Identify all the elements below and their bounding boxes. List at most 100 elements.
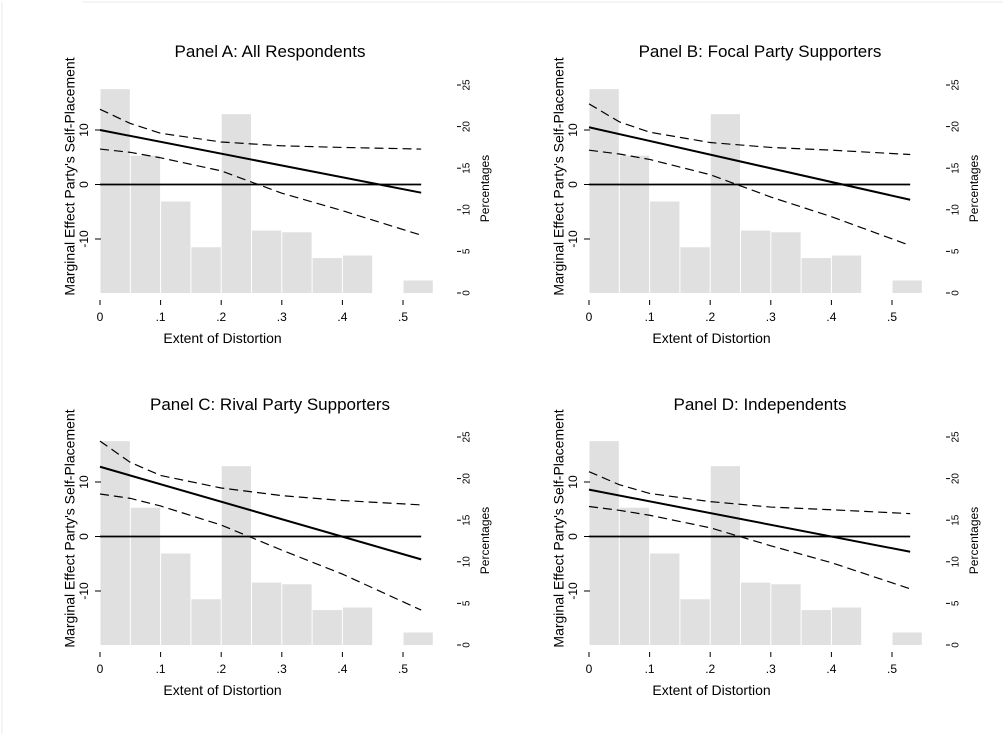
x-tick-label: .2 xyxy=(705,662,715,676)
histogram-bar xyxy=(892,280,922,293)
y2-tick-label: 25 xyxy=(951,79,962,91)
histogram-bar xyxy=(680,599,710,645)
histogram-bar xyxy=(619,155,650,293)
panel-2: 10 0 -10 0 5 10 15 20 25 0 .1 .2 .3 .4 .5 Panel C: Riva… xyxy=(62,395,492,698)
x-axis-title: Extent of Distortion xyxy=(163,330,281,346)
histogram-bar xyxy=(831,255,862,293)
x-tick-label: .2 xyxy=(705,310,715,324)
histogram-bar xyxy=(191,599,221,645)
histogram-bars xyxy=(589,89,922,293)
histogram-bar xyxy=(342,607,373,645)
histogram-bar xyxy=(589,89,619,293)
panel-title: Panel B: Focal Party Supporters xyxy=(639,42,882,61)
y2-tick-label: 25 xyxy=(951,431,962,443)
histogram-bar xyxy=(403,632,433,645)
y2-axis-title: Percentages xyxy=(478,155,492,222)
y-axis-title: Marginal Effect Party's Self-Placement xyxy=(62,57,78,295)
x-tick-label: .1 xyxy=(645,310,655,324)
y2-tick-label: 10 xyxy=(951,556,962,568)
confidence-bound-line xyxy=(99,108,422,150)
histogram-bar xyxy=(771,232,801,293)
y2-tick-label: 20 xyxy=(462,473,473,485)
histogram-bar xyxy=(100,441,130,645)
confidence-bound-line xyxy=(588,149,911,247)
y2-tick-label: 10 xyxy=(462,556,473,568)
x-tick-label: .2 xyxy=(216,662,226,676)
confidence-bound-line xyxy=(588,471,911,515)
panel-title: Panel C: Rival Party Supporters xyxy=(150,395,390,414)
y2-axis-title: Percentages xyxy=(967,507,981,574)
x-tick-label: .1 xyxy=(156,310,166,324)
y2-tick-label: 15 xyxy=(951,514,962,526)
histogram-bar xyxy=(710,466,740,645)
y-axis-title: Marginal Effect Party's Self-Placement xyxy=(551,409,567,647)
y2-axis-title: Percentages xyxy=(967,155,981,222)
x-axis-title: Extent of Distortion xyxy=(652,330,770,346)
histogram-bar xyxy=(312,610,342,645)
y-axis-title: Marginal Effect Party's Self-Placement xyxy=(62,409,78,647)
y-tick-label: 10 xyxy=(77,475,91,489)
confidence-bound-line xyxy=(588,103,911,156)
histogram-bar xyxy=(619,507,650,645)
histogram-bar xyxy=(191,247,221,293)
histogram-bar xyxy=(100,89,130,293)
x-tick-label: .3 xyxy=(766,662,776,676)
confidence-bound-line xyxy=(99,148,422,236)
confidence-bound-line xyxy=(99,440,422,506)
marginal-effect-line xyxy=(99,465,422,561)
histogram-bar xyxy=(161,201,191,293)
marginal-effect-line xyxy=(588,488,911,553)
y-tick-label: 10 xyxy=(566,123,580,137)
x-tick-label: .1 xyxy=(645,662,655,676)
panel-title: Panel D: Independents xyxy=(674,395,847,414)
x-tick-label: .3 xyxy=(277,662,287,676)
histogram-bar xyxy=(252,582,282,645)
panels-group: 10 0 -10 0 5 10 15 20 25 0 .1 .2 .3 .4 .5 Panel A: All … xyxy=(62,42,981,698)
y2-axis-title: Percentages xyxy=(478,507,492,574)
histogram-bar xyxy=(741,230,771,293)
x-tick-label: .4 xyxy=(826,662,836,676)
histogram-bar xyxy=(221,114,251,293)
x-tick-label: .3 xyxy=(277,310,287,324)
histogram-bar xyxy=(403,280,433,293)
y2-tick-label: 15 xyxy=(462,162,473,174)
y2-tick-label: 0 xyxy=(462,290,473,296)
x-axis-title: Extent of Distortion xyxy=(163,682,281,698)
y2-tick-label: 5 xyxy=(462,248,473,254)
x-tick-label: .5 xyxy=(398,310,408,324)
y2-tick-label: 20 xyxy=(462,121,473,133)
y2-tick-label: 0 xyxy=(951,642,962,648)
y2-tick-label: 10 xyxy=(462,204,473,216)
y-tick-label: 0 xyxy=(566,533,580,540)
y-tick-label: 10 xyxy=(566,475,580,489)
histogram-bar xyxy=(892,632,922,645)
y-tick-label: 0 xyxy=(77,181,91,188)
histogram-bar xyxy=(589,441,619,645)
y-tick-label: 10 xyxy=(77,123,91,137)
histogram-bars xyxy=(589,441,922,645)
y2-tick-label: 5 xyxy=(951,600,962,606)
histogram-bar xyxy=(710,114,740,293)
histogram-bar xyxy=(801,258,831,293)
histogram-bar xyxy=(342,255,373,293)
x-axis-title: Extent of Distortion xyxy=(652,682,770,698)
y2-tick-label: 20 xyxy=(951,121,962,133)
x-tick-label: 0 xyxy=(586,310,593,324)
y-tick-label: -10 xyxy=(77,582,91,600)
histogram-bar xyxy=(801,610,831,645)
confidence-bound-line xyxy=(99,493,422,611)
marginal-effect-line xyxy=(99,129,422,194)
x-tick-label: .2 xyxy=(216,310,226,324)
histogram-bar xyxy=(161,553,191,645)
x-tick-label: .4 xyxy=(337,662,347,676)
y2-tick-label: 25 xyxy=(462,431,473,443)
x-tick-label: .5 xyxy=(398,662,408,676)
histogram-bar xyxy=(831,607,862,645)
histogram-bar xyxy=(130,155,161,293)
y2-tick-label: 25 xyxy=(462,79,473,91)
y2-tick-label: 15 xyxy=(462,514,473,526)
histogram-bar xyxy=(130,507,161,645)
x-tick-label: .5 xyxy=(887,310,897,324)
histogram-bar xyxy=(650,553,680,645)
histogram-bar xyxy=(221,466,251,645)
